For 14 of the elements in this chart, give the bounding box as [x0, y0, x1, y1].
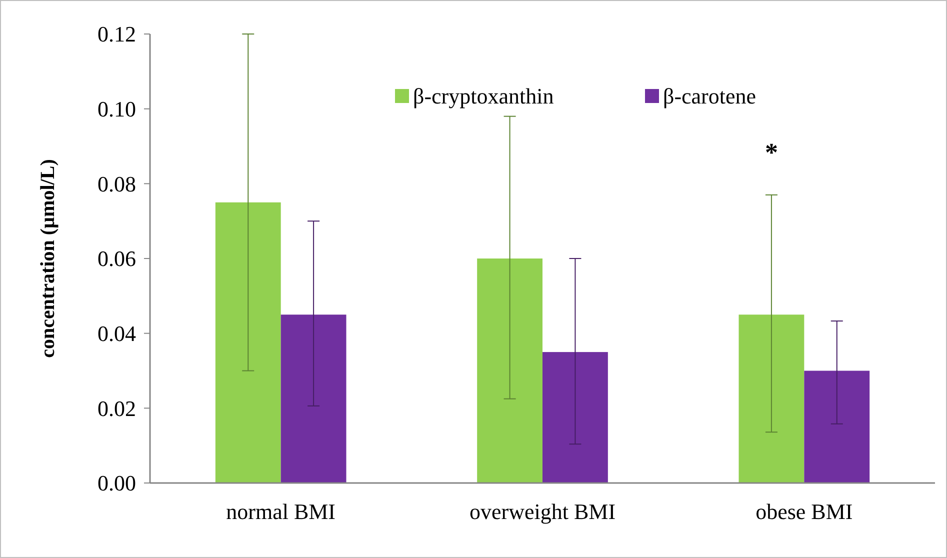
y-tick-label: 0.10: [98, 96, 136, 122]
x-tick-label: overweight BMI: [469, 499, 616, 524]
annotation: *: [764, 138, 778, 168]
y-tick-label: 0.08: [98, 171, 136, 196]
x-tick-label: normal BMI: [226, 499, 336, 524]
y-tick-label: 0.00: [98, 470, 136, 496]
legend-label: β-carotene: [663, 84, 756, 109]
y-tick-label: 0.12: [98, 22, 136, 47]
x-tick-label: obese BMI: [756, 499, 853, 524]
y-tick-label: 0.02: [98, 396, 136, 421]
y-tick-label: 0.04: [98, 321, 136, 346]
y-tick-label: 0.06: [98, 246, 136, 272]
legend-label: β-cryptoxanthin: [413, 84, 554, 109]
y-axis-title: concentration (µmol/L): [37, 159, 59, 358]
